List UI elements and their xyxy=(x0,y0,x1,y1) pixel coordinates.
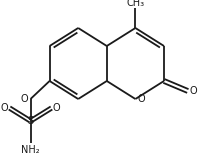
Text: S: S xyxy=(27,116,33,126)
Text: NH₂: NH₂ xyxy=(21,145,40,155)
Text: O: O xyxy=(137,94,144,104)
Text: O: O xyxy=(1,103,9,113)
Text: O: O xyxy=(21,94,29,104)
Text: O: O xyxy=(189,86,196,96)
Text: O: O xyxy=(52,103,60,113)
Text: CH₃: CH₃ xyxy=(126,0,144,8)
